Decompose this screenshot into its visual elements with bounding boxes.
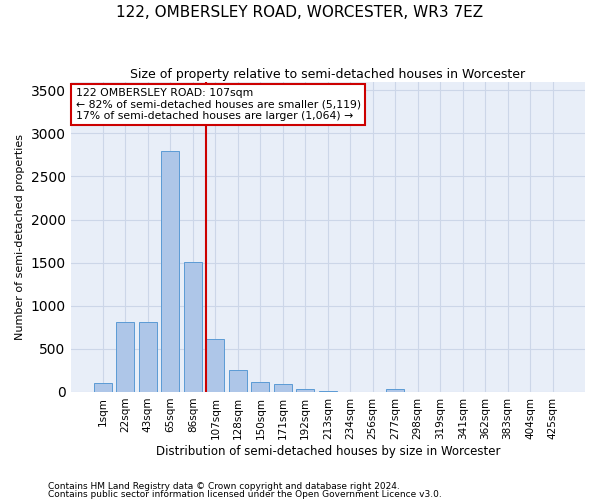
Text: 122, OMBERSLEY ROAD, WORCESTER, WR3 7EZ: 122, OMBERSLEY ROAD, WORCESTER, WR3 7EZ xyxy=(116,5,484,20)
Bar xyxy=(251,382,269,392)
Title: Size of property relative to semi-detached houses in Worcester: Size of property relative to semi-detach… xyxy=(130,68,526,80)
Bar xyxy=(161,150,179,392)
Bar xyxy=(184,262,202,392)
Text: Contains HM Land Registry data © Crown copyright and database right 2024.: Contains HM Land Registry data © Crown c… xyxy=(48,482,400,491)
Bar xyxy=(274,384,292,392)
Text: 122 OMBERSLEY ROAD: 107sqm
← 82% of semi-detached houses are smaller (5,119)
17%: 122 OMBERSLEY ROAD: 107sqm ← 82% of semi… xyxy=(76,88,361,121)
X-axis label: Distribution of semi-detached houses by size in Worcester: Distribution of semi-detached houses by … xyxy=(155,444,500,458)
Text: Contains public sector information licensed under the Open Government Licence v3: Contains public sector information licen… xyxy=(48,490,442,499)
Bar xyxy=(296,390,314,392)
Bar xyxy=(206,340,224,392)
Bar xyxy=(319,390,337,392)
Bar xyxy=(386,388,404,392)
Bar xyxy=(139,322,157,392)
Bar xyxy=(116,322,134,392)
Bar xyxy=(94,384,112,392)
Bar xyxy=(229,370,247,392)
Y-axis label: Number of semi-detached properties: Number of semi-detached properties xyxy=(15,134,25,340)
